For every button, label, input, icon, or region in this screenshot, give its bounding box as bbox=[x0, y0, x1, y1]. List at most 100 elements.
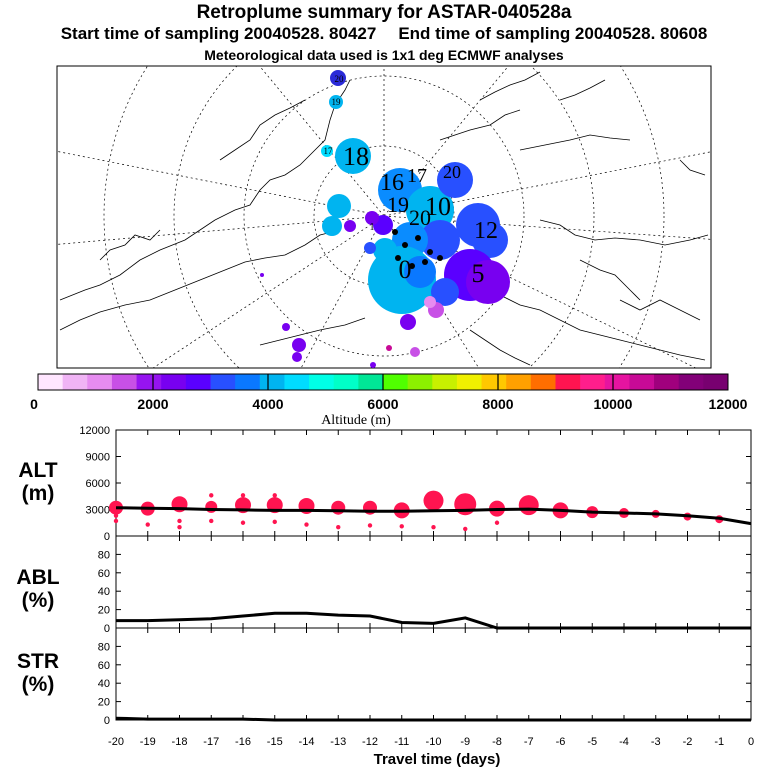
plume-bubble bbox=[272, 519, 277, 525]
x-tick-label: -15 bbox=[267, 736, 283, 748]
y-tick-label: 60 bbox=[98, 660, 110, 672]
map-label: 19 bbox=[387, 192, 409, 217]
map-label: 20 bbox=[443, 162, 461, 182]
str-panel: 0 20 40 60 80 bbox=[98, 627, 752, 727]
plume-bubble bbox=[518, 495, 539, 516]
plume-bubble bbox=[240, 520, 246, 525]
map-label: 17 bbox=[324, 146, 334, 156]
chart-subtitle-met: Meteorological data used is 1x1 deg ECMW… bbox=[204, 47, 564, 63]
plume-bubble bbox=[367, 523, 373, 528]
plume-marker bbox=[364, 242, 376, 254]
map-label: 16 bbox=[380, 170, 404, 196]
plume-label-cluster bbox=[422, 259, 428, 265]
plume-label-cluster bbox=[427, 249, 433, 255]
map-label: 19 bbox=[332, 97, 342, 107]
plume-marker bbox=[365, 211, 379, 225]
altitude-colorbar: 0 2000 4000 6000 8000 10000 12000 bbox=[30, 373, 748, 412]
map-label: 17 bbox=[407, 165, 427, 187]
plume-label-cluster bbox=[415, 235, 421, 241]
x-tick-label: -20 bbox=[108, 736, 124, 748]
str-unit-label: (%) bbox=[22, 673, 55, 696]
colorbar-swatch bbox=[111, 374, 138, 390]
colorbar-swatch bbox=[629, 374, 655, 390]
colorbar-swatch bbox=[210, 374, 236, 390]
colorbar-swatch bbox=[259, 374, 285, 390]
plume-marker bbox=[472, 222, 508, 258]
colorbar-tick-label: 6000 bbox=[367, 396, 398, 412]
colorbar-swatch bbox=[87, 374, 113, 390]
x-axis: -20 -19 -18 -17 -16 -15 -14 -13 -12 -11 -10 -9 -8 -7-… bbox=[108, 736, 754, 748]
y-tick-label: 20 bbox=[98, 605, 110, 617]
x-tick-label: -9 bbox=[460, 736, 470, 748]
map-label: 12 bbox=[474, 218, 498, 244]
plume-marker bbox=[344, 220, 356, 232]
colorbar-swatch bbox=[407, 374, 433, 390]
plume-bubble bbox=[331, 500, 346, 515]
colorbar-swatch bbox=[136, 374, 162, 390]
y-tick-label: 20 bbox=[98, 697, 110, 709]
y-tick-label: 12000 bbox=[79, 425, 110, 437]
plume-marker bbox=[335, 138, 371, 174]
plume-bubble bbox=[177, 518, 182, 524]
colorbar-swatch bbox=[235, 374, 261, 390]
map-label: 10 bbox=[425, 192, 451, 221]
y-tick-label: 3000 bbox=[86, 505, 110, 517]
x-tick-label: -16 bbox=[235, 736, 251, 748]
plume-marker bbox=[329, 95, 343, 109]
plume-bubble bbox=[494, 520, 500, 525]
y-tick-label: 6000 bbox=[86, 478, 110, 490]
abl-label: ABL bbox=[16, 566, 59, 589]
colorbar-swatch bbox=[333, 374, 359, 390]
plume-label-cluster bbox=[437, 255, 443, 261]
colorbar-tick-label: 0 bbox=[30, 396, 38, 412]
plume-marker bbox=[400, 314, 416, 330]
plume-bubble bbox=[113, 518, 119, 524]
start-time-label: Start time of sampling 20040528. 80427 bbox=[60, 24, 377, 43]
plume-marker bbox=[373, 238, 397, 262]
plume-marker bbox=[410, 347, 420, 357]
plume-bubble bbox=[423, 490, 444, 511]
plume-marker bbox=[321, 145, 333, 157]
plume-label-cluster bbox=[409, 263, 415, 269]
map-label: 0 bbox=[399, 255, 412, 284]
plume-marker bbox=[431, 278, 459, 306]
plume-marker bbox=[437, 162, 473, 198]
colorbar-swatch bbox=[185, 374, 211, 390]
alt-unit-label: (m) bbox=[22, 482, 55, 505]
colorbar-swatch bbox=[506, 374, 532, 390]
y-tick-label: 80 bbox=[98, 549, 110, 561]
colorbar-swatch bbox=[703, 374, 729, 390]
x-tick-label: -12 bbox=[362, 736, 378, 748]
plume-marker bbox=[327, 194, 351, 218]
alt-series-line bbox=[115, 506, 752, 526]
colorbar-swatch bbox=[38, 374, 64, 390]
colorbar-swatch bbox=[284, 374, 310, 390]
map-label: 20 bbox=[335, 74, 345, 84]
colorbar-swatch bbox=[654, 374, 680, 390]
plume-marker bbox=[330, 70, 346, 86]
y-tick-label: 60 bbox=[98, 568, 110, 580]
plume-marker bbox=[292, 352, 302, 362]
coastlines bbox=[59, 71, 709, 366]
x-tick-label: -4 bbox=[619, 736, 629, 748]
x-tick-label: -10 bbox=[426, 736, 442, 748]
plume-marker bbox=[370, 362, 376, 368]
x-tick-label: -11 bbox=[394, 736, 409, 748]
plume-bubble bbox=[272, 493, 277, 498]
x-tick-label: -17 bbox=[203, 736, 219, 748]
chart-title: Retroplume summary for ASTAR-040528a bbox=[196, 2, 572, 23]
y-tick-label: 80 bbox=[98, 641, 110, 653]
plume-marker bbox=[282, 323, 290, 331]
y-tick-label: 40 bbox=[98, 678, 110, 690]
plume-label-cluster bbox=[392, 229, 398, 235]
colorbar-swatch bbox=[678, 374, 704, 390]
plume-bubble bbox=[145, 522, 150, 527]
colorbar-tick-label: 2000 bbox=[137, 396, 168, 412]
map-label: 1 bbox=[370, 222, 375, 233]
x-tick-label: 0 bbox=[748, 736, 754, 748]
panel-frame bbox=[115, 535, 752, 629]
plume-bubble bbox=[336, 524, 341, 530]
